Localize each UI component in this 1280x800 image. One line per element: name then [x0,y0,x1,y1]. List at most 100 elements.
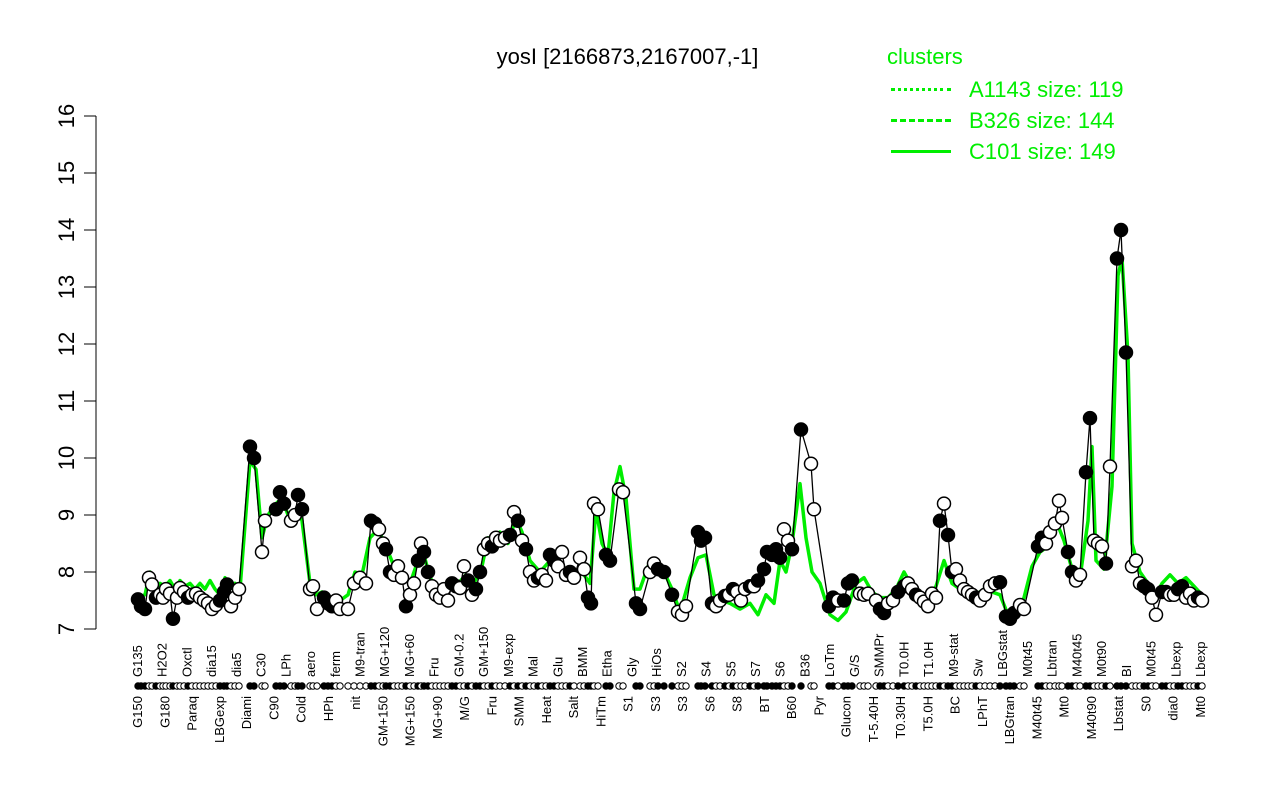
x-tick-label: Mal [526,656,541,677]
x-tick-label: M40t90 [1084,696,1099,739]
data-point [394,570,410,585]
data-point [305,579,321,594]
x-tick-label: Glucon [839,696,854,737]
x-tick-label: LBGtran [1002,696,1017,744]
x-tick-label: Paraq [185,696,200,731]
data-point [1102,459,1118,474]
x-tick-label: Sw [971,658,986,677]
x-tick-label: M0t45 [1144,641,1159,677]
data-point [664,587,680,603]
data-point [231,581,247,597]
data-point [518,541,534,557]
x-tick-label: dia5 [229,652,244,677]
x-tick-label: S2 [674,661,689,677]
legend-label: B326 size: 144 [969,107,1115,133]
data-point [416,544,432,560]
legend-label: A1143 size: 119 [969,76,1124,102]
data-point [928,590,944,605]
x-tick-label: M9-tran [352,632,367,677]
y-tick-label: 15 [54,161,79,185]
x-tick-label: dia15 [204,645,219,677]
y-tick-label: 11 [54,390,79,413]
data-point [406,576,422,591]
data-point [806,502,822,517]
data-point [502,527,518,543]
legend: clusters A1143 size: 119 B326 size: 144 … [887,44,1124,167]
x-tick-label: S8 [730,696,745,712]
x-tick-label: B60 [784,696,799,719]
data-points [130,222,1210,626]
x-tick-label: S6 [773,661,788,677]
x-rug [134,682,1206,690]
y-tick-label: 7 [54,623,79,635]
y-tick-label: 8 [54,566,79,578]
data-point [1094,539,1110,554]
x-tick-label: Mt0 [1193,696,1208,718]
legend-entry-c101: C101 size: 149 [887,136,1124,167]
x-tick-label: HiTm [593,696,608,727]
x-tick-label: T0.30H [893,696,908,739]
data-point [1098,556,1114,571]
data-point [309,601,325,617]
legend-entry-a1143: A1143 size: 119 [887,74,1124,105]
data-point [440,593,456,608]
x-tick-label: ferm [328,651,343,677]
data-point [144,577,160,592]
data-point [678,598,694,614]
data-point [538,573,554,588]
x-tick-label: Heat [539,696,554,724]
x-tick-label: S4 [699,661,714,677]
data-point [1194,593,1210,608]
x-tick-label: S3 [648,696,663,712]
data-point [1109,251,1125,266]
chart-title: yosI [2166873,2167007,-1] [496,44,759,69]
data-point [1060,544,1076,560]
x-tick-label: SMMPr [872,633,887,677]
x-tick-label: G135 [130,645,145,677]
x-tick-label: Glu [550,657,565,677]
data-point [246,450,262,466]
data-point [290,487,306,503]
x-tick-label: Etha [600,649,615,677]
data-point [576,561,592,577]
x-tick-label: SMM [512,696,527,726]
x-tick-label: M/G [457,696,472,721]
legend-title: clusters [887,44,963,69]
x-tick-label: MG+150 [403,696,418,746]
y-tick-label: 10 [54,446,79,470]
x-tick-label: M9-exp [501,634,516,677]
x-tick-label: G150 [130,696,145,728]
data-point [1051,493,1067,508]
data-point [940,527,956,543]
data-point [1118,345,1134,360]
x-tick-label: S0 [1138,696,1153,712]
x-tick-label: Mt0 [1057,696,1072,718]
x-tick-label: T0.0H [896,642,911,677]
x-tick-label: Lbtran [1045,640,1060,677]
cluster-mean-line [137,256,1204,623]
x-tick-label: M0t45 [1020,641,1035,677]
x-tick-label: M40t45 [1029,696,1044,739]
data-point [1148,607,1164,622]
data-point [554,544,570,560]
data-point [1072,567,1088,583]
data-point [590,502,606,517]
data-point [656,564,672,580]
x-tick-label: HiOs [649,648,664,677]
data-point [793,422,809,437]
data-point [468,581,484,597]
x-tick-label: Gly [624,657,639,677]
data-point [276,496,292,511]
x-tick-label: nit [348,696,363,710]
data-point [803,456,819,471]
data-point [1054,510,1070,526]
x-tick-label: Salt [566,696,581,719]
y-tick-label: 16 [54,104,79,128]
data-point [697,530,713,546]
x-tick-label: S7 [748,661,763,677]
data-point [750,573,766,588]
data-point [1128,553,1144,568]
data-point [1078,465,1094,480]
data-point [583,596,599,611]
dashed-line-icon [891,119,951,122]
